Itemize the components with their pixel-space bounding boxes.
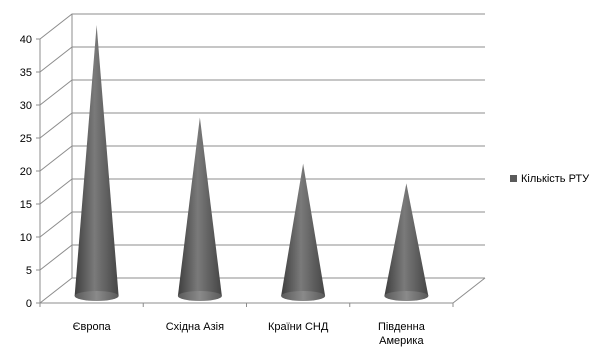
cone	[384, 183, 429, 301]
y-tick-label: 40	[20, 34, 32, 46]
cone	[74, 25, 119, 301]
y-tick-label: 15	[20, 199, 32, 211]
y-tick-label: 30	[20, 100, 32, 112]
grid	[39, 13, 486, 304]
y-tick-label: 5	[26, 265, 32, 277]
cone-body	[177, 117, 222, 297]
cone-base	[74, 291, 119, 301]
y-tick-label: 35	[20, 67, 32, 79]
y-tick-label: 0	[26, 298, 32, 310]
cone-base	[177, 291, 222, 301]
category-label: Європа	[73, 321, 112, 333]
category-label: Східна Азія	[166, 321, 224, 333]
gridline	[39, 112, 485, 139]
gridline	[39, 13, 485, 40]
y-axis-ticks: 0 5 10 15 20 25 30 35 40	[20, 34, 40, 310]
cones	[74, 25, 429, 301]
category-label: Країни СНД	[268, 321, 329, 333]
category-label: Південна Америка	[378, 321, 426, 347]
cone	[177, 117, 222, 301]
cone-base	[384, 291, 429, 301]
y-tick-label: 25	[20, 133, 32, 145]
cone-body	[74, 25, 119, 296]
y-tick-label: 10	[20, 232, 32, 244]
cone-body	[281, 163, 326, 296]
y-tick-label: 20	[20, 166, 32, 178]
floor-edge	[452, 277, 486, 304]
legend-swatch	[510, 175, 517, 182]
cone-body	[384, 183, 429, 296]
cone	[281, 163, 326, 301]
cone-base	[281, 291, 326, 301]
gridline	[39, 79, 485, 106]
x-axis-categories: Європа Східна Азія Країни СНД Південна Амери…	[73, 321, 426, 347]
gridline	[39, 46, 485, 73]
legend-label: Кількість РТУ	[521, 173, 590, 185]
legend: Кількість РТУ	[510, 173, 590, 185]
